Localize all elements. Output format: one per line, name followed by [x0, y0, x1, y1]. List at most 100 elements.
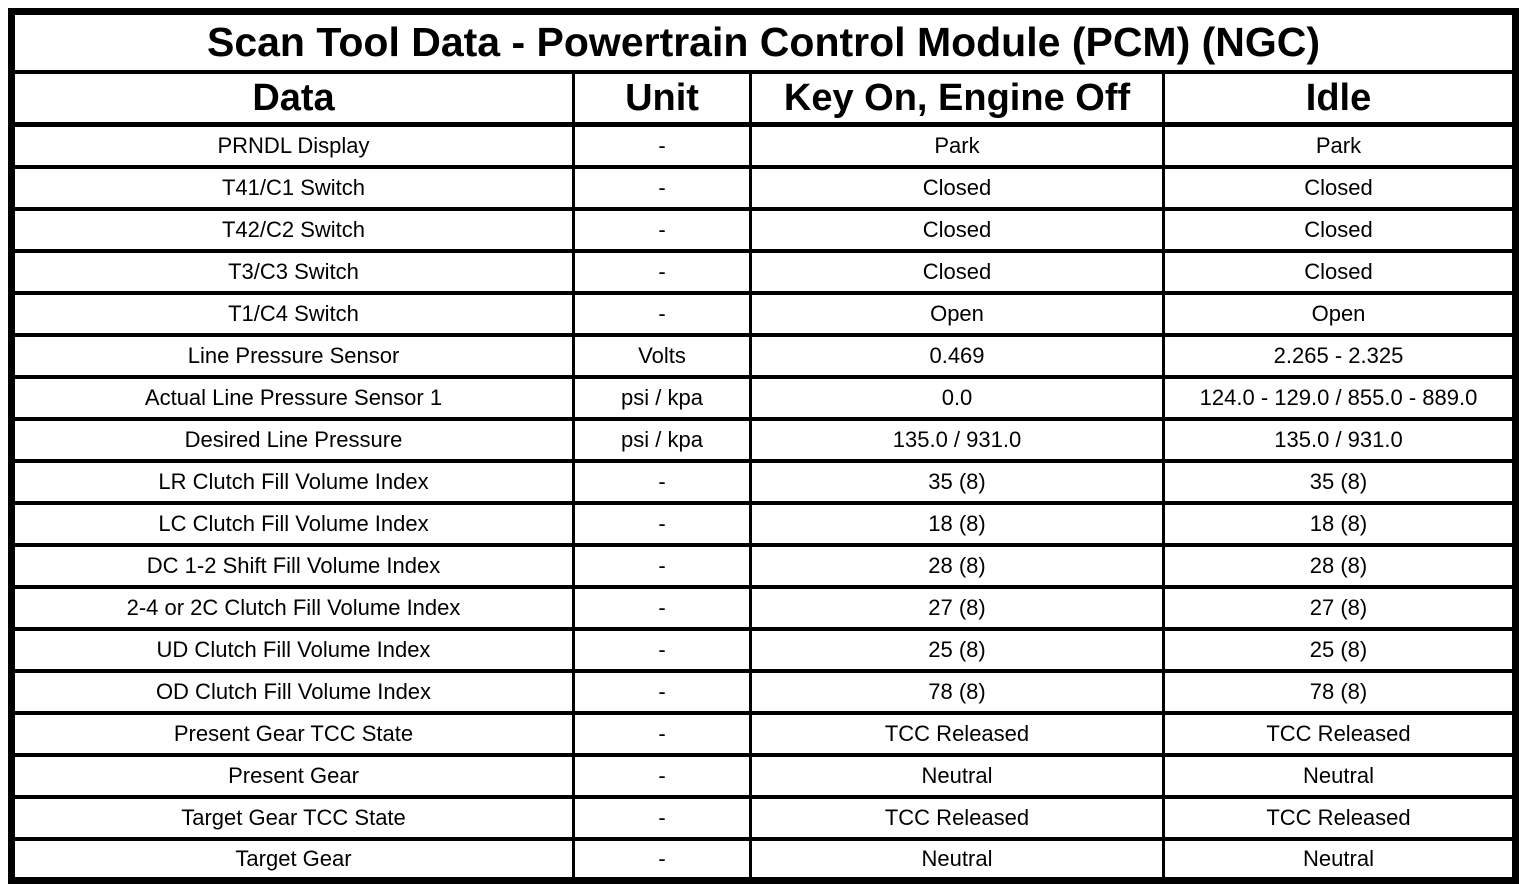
unit-cell: - — [572, 836, 752, 883]
data-cell: OD Clutch Fill Volume Index — [10, 668, 575, 715]
key-on-engine-off-cell: Neutral — [749, 752, 1165, 799]
unit-cell: - — [572, 752, 752, 799]
unit-cell: - — [572, 122, 752, 169]
header-row: Data Unit Key On, Engine Off Idle — [10, 70, 1518, 127]
data-cell: Actual Line Pressure Sensor 1 — [10, 374, 575, 421]
unit-cell: - — [572, 290, 752, 337]
key-on-engine-off-cell: 18 (8) — [749, 500, 1165, 547]
data-cell: UD Clutch Fill Volume Index — [10, 626, 575, 673]
key-on-engine-off-cell: 0.469 — [749, 332, 1165, 379]
idle-cell: TCC Released — [1161, 710, 1518, 757]
data-cell: LC Clutch Fill Volume Index — [10, 500, 575, 547]
key-on-engine-off-cell: Closed — [749, 164, 1165, 211]
idle-cell: 78 (8) — [1161, 668, 1518, 715]
key-on-engine-off-cell: 135.0 / 931.0 — [749, 416, 1165, 463]
idle-cell: 124.0 - 129.0 / 855.0 - 889.0 — [1161, 374, 1518, 421]
data-cell: T3/C3 Switch — [10, 248, 575, 295]
key-on-engine-off-cell: 0.0 — [749, 374, 1165, 421]
table-row: UD Clutch Fill Volume Index -25 (8) 25 (8) — [10, 626, 1518, 673]
table-row: Actual Line Pressure Sensor 1 psi / kpa 0.… — [10, 374, 1518, 421]
key-on-engine-off-cell: 35 (8) — [749, 458, 1165, 505]
unit-cell: psi / kpa — [572, 374, 752, 421]
scan-tool-data-table: Scan Tool Data - Powertrain Control Modu… — [8, 8, 1520, 884]
table-row: LR Clutch Fill Volume Index -35 (8) 35 (8) — [10, 458, 1518, 505]
table-row: Desired Line Pressure psi / kpa 135.0 / 93… — [10, 416, 1518, 463]
page-title: Scan Tool Data - Powertrain Control Modu… — [9, 9, 1518, 74]
key-on-engine-off-cell: TCC Released — [749, 794, 1165, 841]
table-row: T1/C4 Switch - Open Open — [10, 290, 1518, 337]
data-cell: Present Gear — [10, 752, 575, 799]
key-on-engine-off-cell: Neutral — [749, 836, 1165, 883]
data-cell: Target Gear — [10, 836, 575, 883]
idle-cell: Closed — [1161, 248, 1518, 295]
key-on-engine-off-cell: TCC Released — [749, 710, 1165, 757]
data-cell: Desired Line Pressure — [10, 416, 575, 463]
unit-cell: - — [572, 668, 752, 715]
unit-cell: - — [572, 542, 752, 589]
table-row: Target Gear - Neutral Neutral — [10, 836, 1518, 883]
key-on-engine-off-cell: Open — [749, 290, 1165, 337]
idle-cell: 135.0 / 931.0 — [1161, 416, 1518, 463]
data-cell: Line Pressure Sensor — [10, 332, 575, 379]
data-cell: T42/C2 Switch — [10, 206, 575, 253]
scan-data-table-body: PRNDL Display - Park Park T41/C1 Switch - Clos… — [10, 122, 1518, 883]
idle-cell: Park — [1161, 122, 1518, 169]
key-on-engine-off-cell: Park — [749, 122, 1165, 169]
idle-cell: 25 (8) — [1161, 626, 1518, 673]
column-header-key-on-engine-off: Key On, Engine Off — [749, 70, 1165, 127]
table-row: T3/C3 Switch - Closed Closed — [10, 248, 1518, 295]
column-header-data: Data — [10, 70, 575, 127]
data-cell: Target Gear TCC State — [10, 794, 575, 841]
idle-cell: Closed — [1161, 164, 1518, 211]
table-row: Present Gear TCC State - TCC Released TCC R… — [10, 710, 1518, 757]
idle-cell: Neutral — [1161, 836, 1518, 883]
key-on-engine-off-cell: 28 (8) — [749, 542, 1165, 589]
unit-cell: Volts — [572, 332, 752, 379]
idle-cell: Neutral — [1161, 752, 1518, 799]
idle-cell: Closed — [1161, 206, 1518, 253]
table-row: T42/C2 Switch - Closed Closed — [10, 206, 1518, 253]
data-cell: DC 1-2 Shift Fill Volume Index — [10, 542, 575, 589]
data-cell: 2-4 or 2C Clutch Fill Volume Index — [10, 584, 575, 631]
unit-cell: - — [572, 458, 752, 505]
data-cell: LR Clutch Fill Volume Index — [10, 458, 575, 505]
unit-cell: - — [572, 164, 752, 211]
unit-cell: - — [572, 794, 752, 841]
idle-cell: 2.265 - 2.325 — [1161, 332, 1518, 379]
unit-cell: psi / kpa — [572, 416, 752, 463]
idle-cell: 27 (8) — [1161, 584, 1518, 631]
unit-cell: - — [572, 710, 752, 757]
unit-cell: - — [572, 206, 752, 253]
table-row: Target Gear TCC State - TCC Released TCC Re… — [10, 794, 1518, 841]
data-cell: PRNDL Display — [10, 122, 575, 169]
idle-cell: Open — [1161, 290, 1518, 337]
table-row: T41/C1 Switch - Closed Closed — [10, 164, 1518, 211]
table-row: Present Gear - Neutral Neutral — [10, 752, 1518, 799]
column-header-idle: Idle — [1161, 70, 1518, 127]
idle-cell: 35 (8) — [1161, 458, 1518, 505]
table-row: LC Clutch Fill Volume Index -18 (8) 18 (8) — [10, 500, 1518, 547]
key-on-engine-off-cell: 25 (8) — [749, 626, 1165, 673]
unit-cell: - — [572, 248, 752, 295]
unit-cell: - — [572, 584, 752, 631]
column-header-unit: Unit — [572, 70, 752, 127]
key-on-engine-off-cell: 78 (8) — [749, 668, 1165, 715]
idle-cell: 28 (8) — [1161, 542, 1518, 589]
table-row: Line Pressure Sensor Volts 0.469 2.265 - 2.… — [10, 332, 1518, 379]
data-cell: Present Gear TCC State — [10, 710, 575, 757]
idle-cell: TCC Released — [1161, 794, 1518, 841]
idle-cell: 18 (8) — [1161, 500, 1518, 547]
table-row: DC 1-2 Shift Fill Volume Index -28 (8) 28 … — [10, 542, 1518, 589]
data-cell: T1/C4 Switch — [10, 290, 575, 337]
unit-cell: - — [572, 500, 752, 547]
unit-cell: - — [572, 626, 752, 673]
table-row: OD Clutch Fill Volume Index -78 (8) 78 (8) — [10, 668, 1518, 715]
key-on-engine-off-cell: Closed — [749, 248, 1165, 295]
key-on-engine-off-cell: Closed — [749, 206, 1165, 253]
table-row: 2-4 or 2C Clutch Fill Volume Index -27 (8… — [10, 584, 1518, 631]
data-cell: T41/C1 Switch — [10, 164, 575, 211]
title-row: Scan Tool Data - Powertrain Control Modu… — [9, 9, 1518, 74]
table-row: PRNDL Display - Park Park — [10, 122, 1518, 169]
key-on-engine-off-cell: 27 (8) — [749, 584, 1165, 631]
